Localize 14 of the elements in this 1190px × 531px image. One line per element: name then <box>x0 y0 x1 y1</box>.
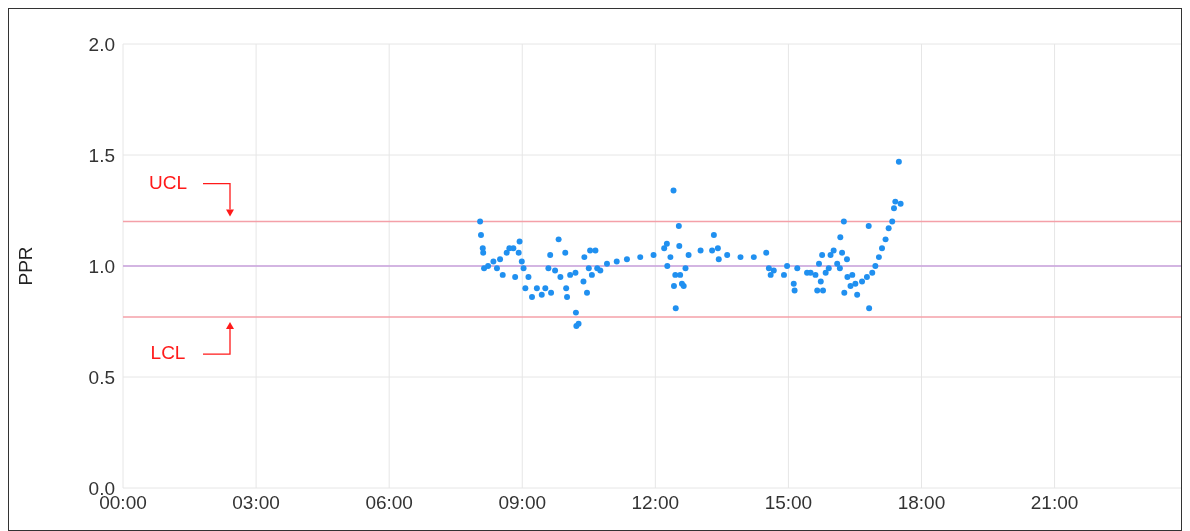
x-tick-label: 09:00 <box>498 492 547 514</box>
x-tick-label: 06:00 <box>365 492 413 514</box>
x-tick-label: 15:00 <box>764 492 813 514</box>
y-tick-label: 2.0 <box>88 33 115 55</box>
y-axis-title: PPR <box>14 246 36 286</box>
ref-line-label: LCL <box>150 342 186 364</box>
x-tick-label: 03:00 <box>232 492 280 514</box>
y-tick-label: 0.5 <box>88 366 115 388</box>
ref-line-label: UCL <box>148 171 188 193</box>
x-tick-label: 18:00 <box>897 492 946 514</box>
x-tick-label: 12:00 <box>631 492 680 514</box>
x-tick-label: 21:00 <box>1030 492 1079 514</box>
y-tick-label: 1.0 <box>88 255 115 277</box>
y-tick-label: 1.5 <box>88 144 115 166</box>
